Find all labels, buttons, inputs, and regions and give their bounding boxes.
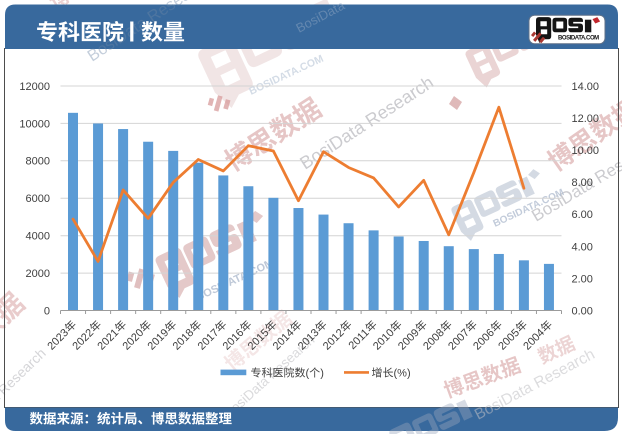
svg-text:2.00: 2.00 bbox=[572, 273, 593, 285]
svg-text:4.00: 4.00 bbox=[572, 241, 593, 253]
svg-text:6000: 6000 bbox=[26, 193, 50, 205]
svg-text:): ) bbox=[320, 368, 324, 380]
svg-text:4000: 4000 bbox=[26, 231, 50, 243]
svg-text:8.00: 8.00 bbox=[572, 177, 593, 189]
svg-text:2000: 2000 bbox=[26, 268, 50, 280]
svg-text:BOSIDATA.COM: BOSIDATA.COM bbox=[558, 36, 599, 42]
svg-text:12.00: 12.00 bbox=[572, 113, 600, 125]
svg-text:(: ( bbox=[306, 368, 310, 380]
svg-text:12000: 12000 bbox=[19, 81, 50, 93]
svg-text:0.00: 0.00 bbox=[572, 305, 593, 317]
svg-text:6.00: 6.00 bbox=[572, 209, 593, 221]
svg-text:14.00: 14.00 bbox=[572, 81, 600, 93]
svg-text:8000: 8000 bbox=[26, 156, 50, 168]
svg-text:10000: 10000 bbox=[19, 118, 50, 130]
svg-text:0: 0 bbox=[44, 305, 50, 317]
svg-text:10.00: 10.00 bbox=[572, 145, 600, 157]
svg-text:(%): (%) bbox=[394, 368, 411, 380]
